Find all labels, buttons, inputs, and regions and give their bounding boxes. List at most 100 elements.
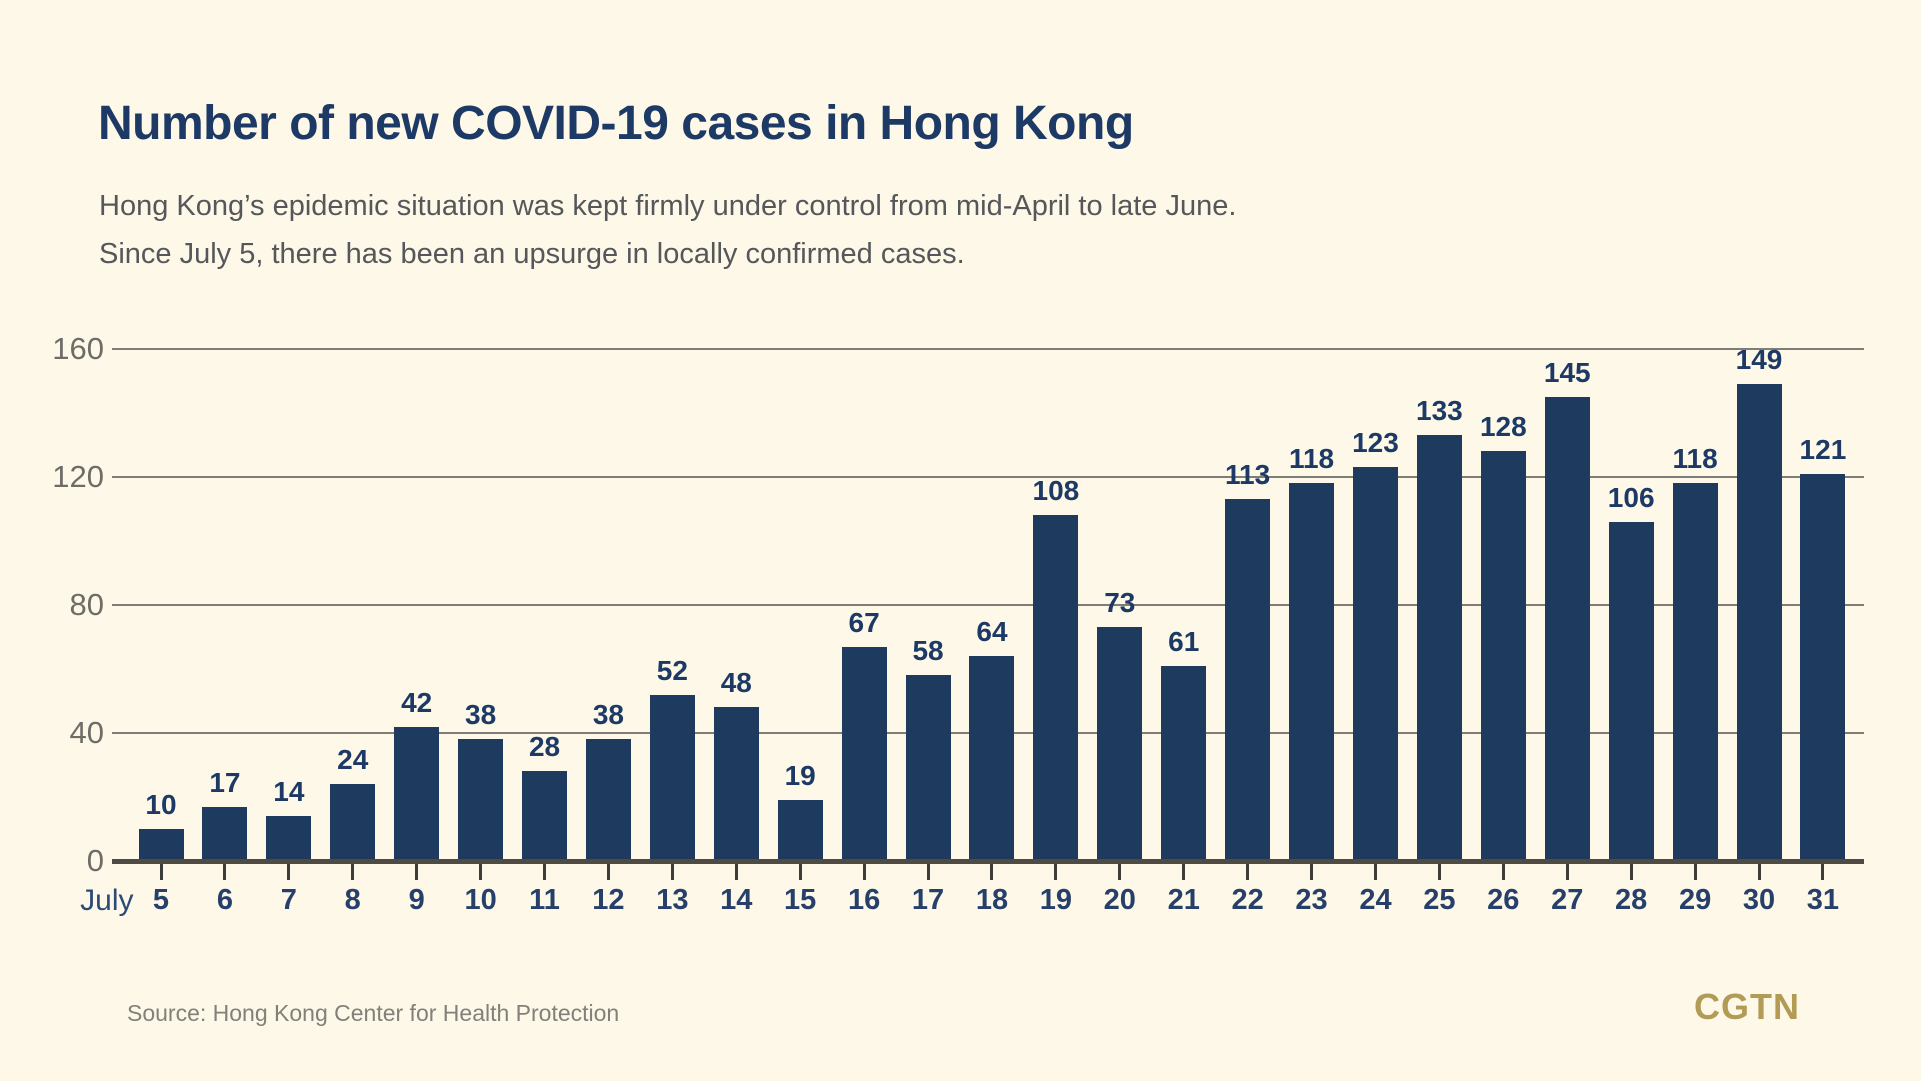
bar-july-19 — [1033, 515, 1079, 861]
bar-value-label: 73 — [1104, 587, 1136, 619]
gridline-160 — [112, 348, 1864, 350]
x-axis-tick — [606, 864, 610, 880]
bar-july-29 — [1672, 483, 1718, 861]
x-axis-tick — [926, 864, 930, 880]
bar-value-label: 28 — [528, 731, 561, 763]
bar-value-label: 118 — [1288, 443, 1335, 475]
x-axis-label-27: 27 — [1551, 884, 1584, 916]
x-axis-tick — [1182, 864, 1186, 880]
bar-value-label: 24 — [337, 744, 369, 776]
bar-value-label: 58 — [912, 635, 944, 667]
cgtn-logo: CGTN — [1694, 986, 1800, 1027]
bar-value-label: 128 — [1479, 411, 1527, 443]
x-axis-tick — [670, 864, 674, 880]
x-axis-tick — [1246, 864, 1250, 880]
x-axis-tick — [543, 864, 547, 880]
bar-july-21 — [1161, 665, 1207, 861]
bar-value-label: 67 — [848, 606, 880, 638]
x-axis-label-22: 22 — [1231, 884, 1264, 916]
x-axis-label-11: 11 — [529, 884, 560, 916]
bar-july-11 — [522, 771, 568, 861]
bar-value-label: 38 — [465, 699, 497, 731]
x-axis-tick — [1373, 864, 1377, 880]
x-axis-label-13: 13 — [656, 884, 689, 916]
bar-july-9 — [394, 726, 440, 861]
x-axis-tick — [1693, 864, 1697, 880]
bar-value-label: 149 — [1735, 344, 1783, 376]
bar-july-30 — [1736, 384, 1782, 861]
x-axis-label-24: 24 — [1359, 884, 1392, 916]
x-axis-tick — [798, 864, 802, 880]
x-axis-label-26: 26 — [1487, 884, 1520, 916]
x-axis-tick — [1118, 864, 1122, 880]
bar-value-label: 17 — [209, 766, 241, 798]
bar-value-label: 38 — [592, 699, 625, 731]
x-axis-label-7: 7 — [280, 884, 297, 916]
x-axis-label-31: 31 — [1806, 884, 1840, 916]
x-axis-tick — [1821, 864, 1825, 880]
bar-july-26 — [1480, 451, 1526, 861]
bar-value-label: 61 — [1168, 625, 1200, 657]
x-axis-tick — [1565, 864, 1569, 880]
x-axis-label-21: 21 — [1167, 884, 1200, 916]
source-note: Source: Hong Kong Center for Health Prot… — [127, 1000, 620, 1026]
x-axis-label-18: 18 — [975, 884, 1009, 916]
x-axis-label-12: 12 — [592, 884, 625, 916]
y-axis-label-80: 80 — [69, 587, 104, 622]
x-axis-tick — [990, 864, 994, 880]
x-axis-label-19: 19 — [1039, 884, 1072, 916]
chart-subtitle-line1: Hong Kong’s epidemic situation was kept … — [99, 190, 1237, 222]
x-axis-baseline — [112, 859, 1864, 864]
bar-july-31 — [1800, 473, 1846, 861]
x-axis-tick — [287, 864, 291, 880]
bar-july-25 — [1416, 435, 1462, 861]
bar-july-10 — [458, 739, 504, 861]
x-axis-label-16: 16 — [847, 884, 881, 916]
x-axis-label-30: 30 — [1742, 884, 1776, 916]
x-axis-label-20: 20 — [1103, 884, 1136, 916]
x-axis-month-prefix: July — [80, 884, 134, 917]
bar-july-14 — [713, 707, 759, 861]
bar-value-label: 121 — [1799, 433, 1847, 465]
bar-july-27 — [1544, 397, 1590, 861]
x-axis-label-8: 8 — [344, 884, 361, 916]
gridline-80 — [112, 604, 1864, 606]
x-axis-label-28: 28 — [1615, 884, 1648, 916]
x-axis-tick — [1629, 864, 1633, 880]
x-axis-label-23: 23 — [1295, 884, 1328, 916]
y-axis-label-160: 160 — [52, 331, 104, 366]
x-axis-label-17: 17 — [911, 884, 945, 916]
chart-title: Number of new COVID-19 cases in Hong Kon… — [98, 97, 1134, 150]
y-axis-label-120: 120 — [52, 459, 104, 494]
bar-july-6 — [202, 806, 248, 861]
bar-value-label: 133 — [1416, 395, 1463, 427]
x-axis-tick — [351, 864, 355, 880]
x-axis-tick — [1437, 864, 1441, 880]
x-axis-tick — [223, 864, 227, 880]
bar-value-label: 42 — [401, 686, 433, 718]
x-axis-label-15: 15 — [784, 884, 817, 916]
bar-value-label: 145 — [1543, 357, 1591, 388]
bar-july-7 — [266, 816, 312, 861]
x-axis-label-14: 14 — [720, 884, 753, 916]
x-axis-tick — [159, 864, 163, 880]
x-axis-label-5: 5 — [152, 884, 170, 916]
x-axis-tick — [1054, 864, 1058, 880]
bar-value-label: 123 — [1352, 427, 1399, 459]
y-axis-label-40: 40 — [69, 715, 104, 750]
bar-value-label: 106 — [1607, 481, 1655, 513]
bar-july-5 — [138, 829, 184, 861]
bar-value-label: 108 — [1032, 475, 1080, 507]
bar-july-15 — [777, 800, 823, 861]
bar-value-label: 19 — [784, 760, 816, 792]
bar-july-20 — [1097, 627, 1143, 861]
bar-july-17 — [905, 675, 951, 861]
x-axis-label-6: 6 — [216, 884, 233, 916]
bar-value-label: 113 — [1225, 459, 1271, 491]
bar-july-22 — [1225, 499, 1271, 861]
bar-july-13 — [649, 694, 695, 861]
x-axis-label-10: 10 — [464, 884, 497, 916]
bar-value-label: 48 — [720, 667, 752, 699]
